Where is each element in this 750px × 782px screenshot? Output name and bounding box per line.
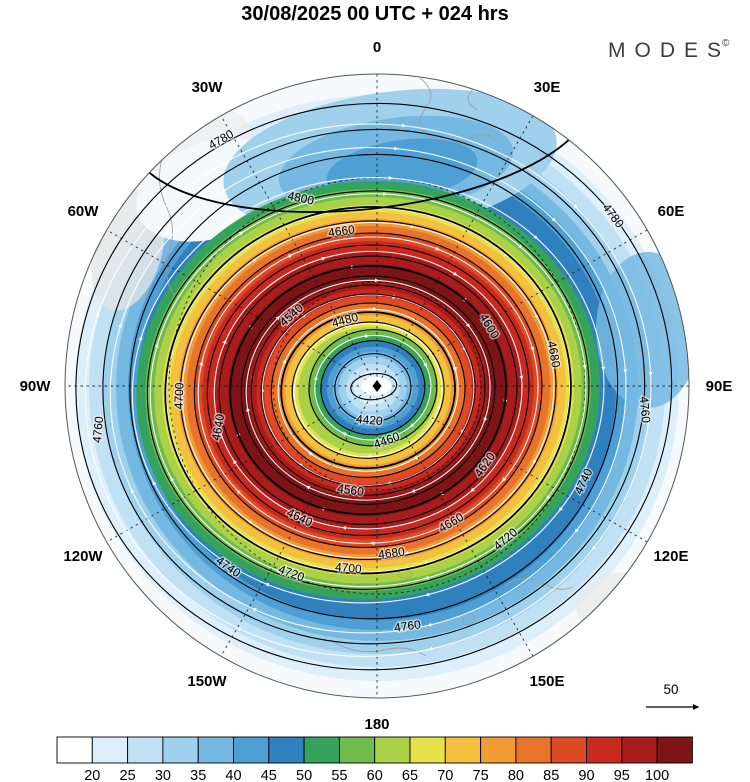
contour-label: 4760 xyxy=(637,396,653,424)
colorbar-tick: 40 xyxy=(225,768,241,782)
colorbar-tick: 95 xyxy=(614,768,630,782)
colorbar-cell xyxy=(550,736,587,764)
contour-4680 xyxy=(179,220,557,560)
colorbar-tick: 30 xyxy=(155,768,171,782)
contour-4440 xyxy=(320,340,426,436)
lon-label-90E: 90E xyxy=(706,378,733,395)
contour-group xyxy=(75,74,673,671)
contour-4780 xyxy=(75,102,673,671)
height-contours xyxy=(75,74,673,671)
contour-4700 xyxy=(164,206,572,575)
contour-4760 xyxy=(102,128,646,645)
contour-4720 xyxy=(146,190,590,591)
colorbar-cell xyxy=(515,736,552,764)
colorbar-cell xyxy=(621,736,658,764)
contour-4580 xyxy=(240,275,496,505)
colorbar-tick: 50 xyxy=(296,768,312,782)
contour-label: 4660 xyxy=(327,222,356,240)
colorbar-cell xyxy=(91,736,129,764)
copyright-icon: © xyxy=(722,38,730,49)
contour-label: 4560 xyxy=(336,481,365,499)
colorbar-tick: 70 xyxy=(437,768,453,782)
contour-label: 4420 xyxy=(355,412,383,428)
modes-logo-text: MODES xyxy=(608,39,730,62)
contour-4540 xyxy=(260,293,476,487)
colorbar-cell xyxy=(338,736,376,764)
lon-label-150E: 150E xyxy=(529,673,564,690)
lon-label-180: 180 xyxy=(364,716,389,733)
colorbar-tick: 80 xyxy=(508,768,524,782)
colorbar-cell xyxy=(303,736,340,764)
lon-label-30W: 30W xyxy=(192,79,224,96)
contour-label: 4700 xyxy=(172,382,187,409)
contour-label: 4760 xyxy=(393,617,422,635)
chart-title: 30/08/2025 00 UTC + 024 hrs xyxy=(241,3,508,25)
colorbar-tick: 55 xyxy=(331,768,347,782)
contour-4460 xyxy=(308,329,438,447)
lon-label-60E: 60E xyxy=(658,203,685,220)
colorbar-cell xyxy=(409,736,446,764)
colorbar-cell xyxy=(162,736,199,764)
colorbar-cell xyxy=(374,736,411,764)
lon-label-120W: 120W xyxy=(63,548,103,565)
colorbar-cell xyxy=(233,736,270,764)
polar-map: 4800478047804760476047604740474047204720… xyxy=(20,39,733,733)
reference-vector-label: 50 xyxy=(663,682,678,697)
colorbar-cell xyxy=(127,736,164,764)
colorbar-cell xyxy=(586,736,623,764)
contour-4600 xyxy=(229,265,507,516)
contour-4640 xyxy=(206,244,530,536)
colorbar-ticks: 20 25 30 35 40 45 50 55 60 65 70 75 80 85 90 95 100 xyxy=(84,768,669,782)
coastline-top-2 xyxy=(467,74,479,111)
colorbar-tick: 100 xyxy=(645,768,669,782)
streamline-group xyxy=(84,123,653,657)
colorbar-tick: 20 xyxy=(84,768,100,782)
lon-label-150W: 150W xyxy=(187,673,227,690)
reference-vector: 50 xyxy=(646,682,700,710)
pole-diamond-icon xyxy=(372,380,382,392)
colorbar-cell xyxy=(444,736,482,764)
colorbar-tick: 45 xyxy=(261,768,277,782)
colorbar xyxy=(56,736,693,764)
contour-label: 4680 xyxy=(377,544,406,562)
pole-marker xyxy=(361,377,391,395)
contour-4420 xyxy=(334,353,412,423)
lon-label-90W: 90W xyxy=(20,378,52,395)
longitude-labels: 0 30E 60E 90E 120E 150E 180 150W 120W 90… xyxy=(20,39,733,733)
colorbar-tick: 75 xyxy=(473,768,489,782)
contour-label: 4760 xyxy=(90,415,106,443)
map-boundary xyxy=(64,73,690,699)
colorbar-tick: 90 xyxy=(578,768,594,782)
contour-label: 4640 xyxy=(209,413,227,442)
contour-label: 4700 xyxy=(334,560,362,576)
colorbar-cell xyxy=(197,736,234,764)
lon-label-60W: 60W xyxy=(68,203,100,220)
colorbar-cell xyxy=(480,736,517,764)
contour-4560 xyxy=(250,284,486,496)
colorbar-cell xyxy=(656,736,693,764)
contour-4500 xyxy=(280,311,456,470)
colorbar-tick: 65 xyxy=(402,768,418,782)
contour-4660 xyxy=(193,232,543,548)
contour-inner xyxy=(350,372,398,401)
modes-logo: MODES © xyxy=(608,38,730,62)
colorbar-tick: 35 xyxy=(190,768,206,782)
contour-4520 xyxy=(270,302,466,478)
contour-label: 4680 xyxy=(545,340,563,369)
lon-label-0: 0 xyxy=(373,39,381,56)
lon-label-30E: 30E xyxy=(534,79,561,96)
contour-4620 xyxy=(218,255,518,525)
colorbar-tick: 60 xyxy=(367,768,383,782)
contour-4480 xyxy=(291,321,445,459)
lon-label-120E: 120E xyxy=(653,548,688,565)
colorbar-tick: 25 xyxy=(120,768,136,782)
contour-4740 xyxy=(129,153,619,620)
wind-streamlines xyxy=(84,123,653,657)
wind-streamline xyxy=(84,123,653,657)
colorbar-tick: 85 xyxy=(543,768,559,782)
colorbar-cell xyxy=(268,736,305,764)
colorbar-cell xyxy=(56,736,93,764)
